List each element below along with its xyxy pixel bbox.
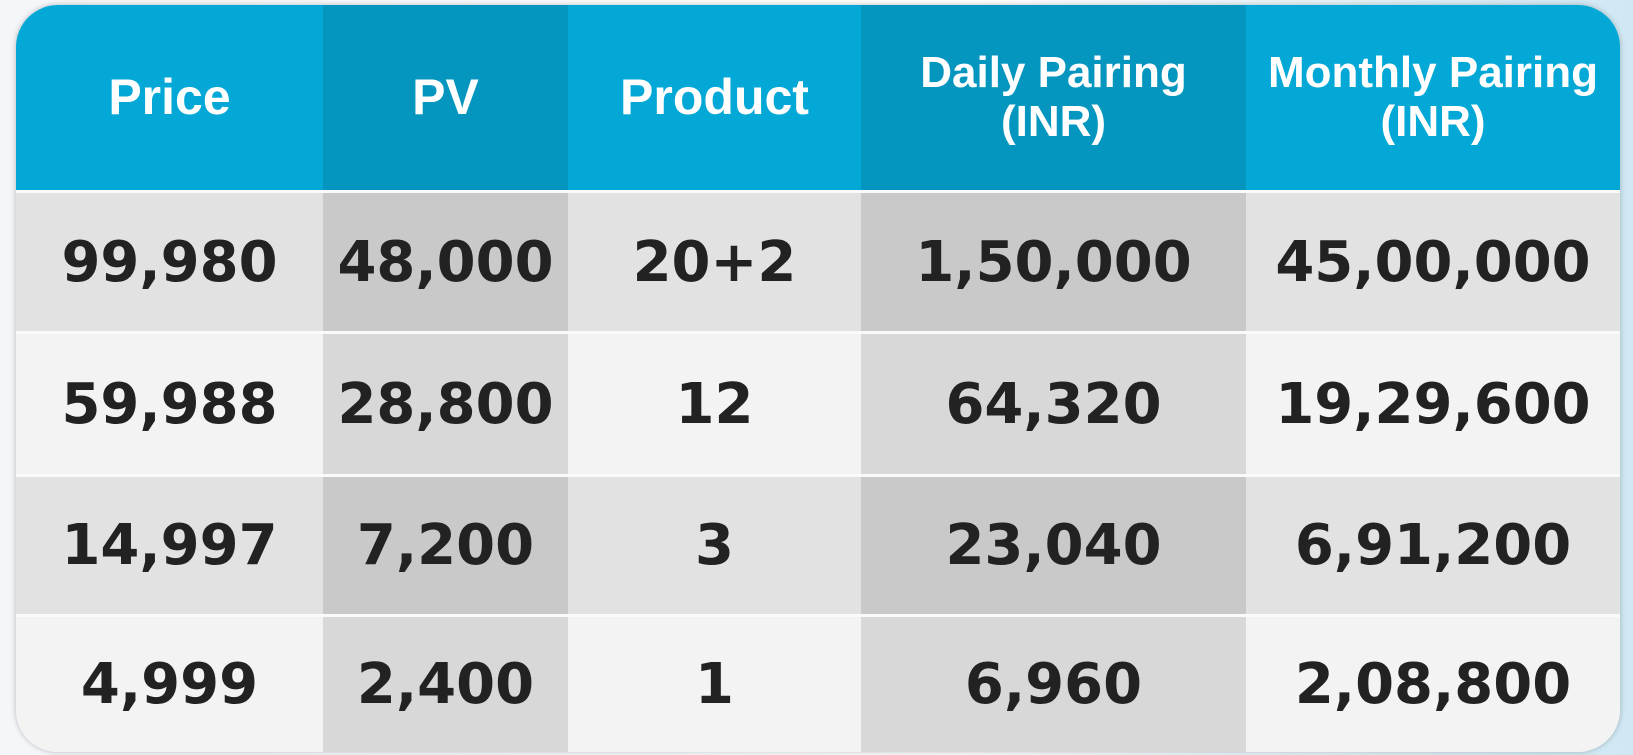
table-cell: 48,000 (323, 190, 568, 331)
table-cell: 2,08,800 (1246, 614, 1620, 752)
table-cell: 12 (568, 331, 861, 474)
table-cell: 1,50,000 (861, 190, 1246, 331)
table-cell: 4,999 (16, 614, 323, 752)
table-cell: 6,960 (861, 614, 1246, 752)
table-cell: 2,400 (323, 614, 568, 752)
table-cell: 7,200 (323, 474, 568, 614)
header-cell: Price (16, 5, 323, 190)
pricing-table: Price PV Product Daily Pairing (INR) Monthly… (16, 5, 1620, 752)
table-cell: 20+2 (568, 190, 861, 331)
table-cell: 6,91,200 (1246, 474, 1620, 614)
table-cell: 28,800 (323, 331, 568, 474)
table-cell: 45,00,000 (1246, 190, 1620, 331)
header-cell: PV (323, 5, 568, 190)
table-cell: 19,29,600 (1246, 331, 1620, 474)
table-cell: 64,320 (861, 331, 1246, 474)
header-cell: Daily Pairing (INR) (861, 5, 1246, 190)
table-cell: 1 (568, 614, 861, 752)
table-cell: 3 (568, 474, 861, 614)
header-cell: Product (568, 5, 861, 190)
table-cell: 23,040 (861, 474, 1246, 614)
table-cell: 14,997 (16, 474, 323, 614)
table-cell: 59,988 (16, 331, 323, 474)
header-cell: Monthly Pairing (INR) (1246, 5, 1620, 190)
table-cell: 99,980 (16, 190, 323, 331)
